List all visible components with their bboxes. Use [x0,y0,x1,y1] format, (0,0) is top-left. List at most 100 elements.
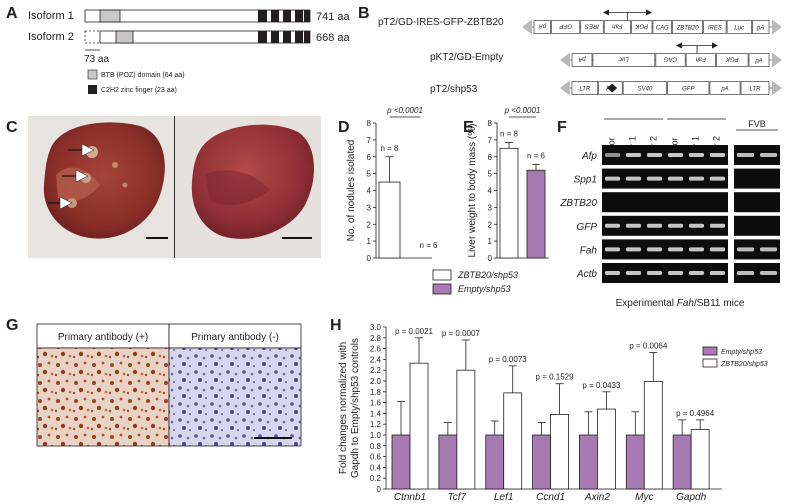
gel-band [689,153,704,157]
construct-element-box [571,53,593,67]
construct-element-label: pA [754,59,762,65]
p-value-label: p = 0.0073 [489,355,528,364]
construct-element-box [709,81,741,95]
itr-left-triangle [560,52,570,68]
construct-element-label: pA [720,87,728,93]
construct-1-label: pT2/GD-IRES-GFP-ZBTB20 [378,17,504,28]
construct-element-label: IRES [708,26,722,32]
construct-element-label: pA [756,26,764,32]
bar [643,381,663,490]
zinc-finger-box [271,10,279,22]
construct-element-box [592,53,656,67]
y-tick-label: 4 [367,187,372,196]
y-tick-label: 0.8 [370,442,382,451]
itr-right-triangle [772,19,782,35]
construct-3-label: pT2/shp53 [430,84,478,95]
isoform-1-label: Isoform 1 [28,10,74,22]
isoform-2-label: Isoform 2 [28,31,74,43]
arrowhead-icon [59,196,73,210]
gel-band [626,153,641,157]
construct-element-box [655,53,686,67]
construct-element-box [748,53,770,67]
y-tick-label: 1.2 [370,420,382,429]
ihc-image-positive [36,347,170,447]
y-tick-label: 1 [488,237,493,246]
y-tick-label: 2.8 [370,334,382,343]
legend-swatch [702,346,718,356]
zinc-finger-box [295,31,303,43]
bar [579,434,598,490]
y-axis-label: Fold changes normalized with [338,342,349,474]
gene-label: Fah [580,245,598,256]
n-label: n = 8 [380,144,399,153]
y-tick-label: 0.2 [370,474,382,483]
construct-element-label: PGK [634,23,648,29]
p-value-label: p = 0.0064 [629,341,668,350]
construct-element-box [703,20,727,34]
construct-element-box [622,81,667,95]
construct-element-box [533,20,551,34]
promoter-arrow-icon [712,42,718,49]
bar [503,392,523,490]
gel-band [710,153,725,157]
x-tick-label: Tcf7 [448,492,467,503]
y-tick-label: 1.4 [370,409,382,418]
construct-element-box [752,20,770,34]
gel-band [689,247,704,252]
bar [526,169,546,259]
construct-element-box [571,81,598,95]
panel-letter-d: D [338,119,350,136]
construct-element-label: Fah [612,23,623,29]
chart-h: 0 0.2 0.40.6 0.8 1.0 1.2 1.41.6 1.8 2.0 2.2 2.42.6… [338,323,768,503]
y-axis-label: Gapdh to Empty/shp53 controls [350,338,361,478]
construct-element-label: pA [578,56,586,62]
gene-label: ZBTB20 [559,198,597,209]
y-tick-label: 3 [488,203,493,212]
p-value-label: p = 0.0007 [442,329,481,338]
construct-diagrams: pA GFP IRES Fah PGK CAG ZBTB20 IRES Luc pA pA Luc CA… [522,9,782,96]
ihc-image-negative [168,347,302,447]
construct-element-box [716,53,749,67]
p-value-label: p = 0.0433 [582,381,621,390]
bar [550,414,569,490]
bar [625,434,645,490]
liver-photo-empty [175,116,321,258]
p-value-label: p = 0.1529 [536,373,575,382]
legend-label: ZBTB20/shp53 [720,361,768,368]
y-axis-label: No. of nodules isolated [346,140,357,242]
legend-label: Empty/shp53 [721,349,762,356]
y-tick-label: 6 [488,153,493,162]
construct-element-label: CAG [664,56,677,62]
y-tick-label: 0 [377,485,382,494]
legend-label-btb: BTB (POZ) domain (64 aa) [101,72,185,79]
legend-swatch-zbtb20 [432,269,452,281]
p-value-label: p <0.0001 [386,106,423,115]
gel-band [605,271,620,275]
legend-swatch-zinc-finger [88,85,97,94]
x-tick-label: Ctnnb1 [394,492,426,503]
construct-element-label: Luc [619,56,629,62]
construct-element-box [740,81,770,95]
panel-letter-e: E [463,119,474,136]
gel-band [668,223,683,228]
zinc-finger-box [271,31,279,43]
gel-strip-fvb [734,192,780,213]
zinc-finger-box [304,10,310,22]
panel-letter-f: F [557,119,567,136]
panel-letter-c: C [6,119,18,136]
gel-band [647,271,662,275]
isoform-2-length: 668 aa [316,32,351,44]
construct-2-label: pKT2/GD-Empty [430,52,503,63]
ihc-header-positive: Primary antibody (+) [58,332,148,343]
gel-strip-fvb [734,263,780,283]
gene-label: Afp [581,151,597,162]
x-tick-label: Myc [635,492,653,503]
construct-element-box [726,20,752,34]
bar [597,408,616,490]
zinc-finger-box [283,10,291,22]
gel-band [605,223,620,228]
y-tick-label: 7 [488,136,493,145]
gel-band [605,153,620,157]
construct-element-label: GFP [560,23,572,29]
